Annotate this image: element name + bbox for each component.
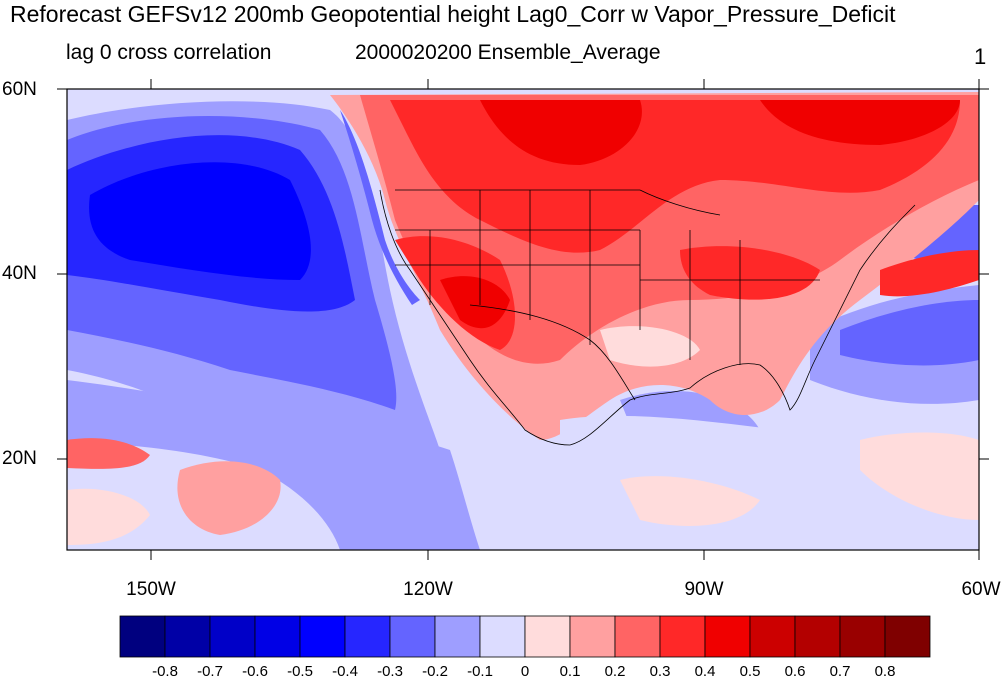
colorbar-box (749, 615, 796, 658)
colorbar-label: 0.2 (604, 663, 626, 680)
lon-label-150w: 150W (126, 579, 176, 600)
colorbar-label: -0.8 (152, 663, 178, 680)
colorbar-label: -0.4 (332, 663, 358, 680)
colorbar-label: 0.6 (784, 663, 806, 680)
colorbar-box (164, 615, 211, 658)
lat-label-60n: 60N (2, 79, 37, 100)
colorbar-box (344, 615, 391, 658)
map-fields (67, 89, 979, 550)
colorbar-box (839, 615, 886, 658)
colorbar-box (389, 615, 436, 658)
colorbar-box (659, 615, 706, 658)
lon-label-120w: 120W (403, 579, 453, 600)
colorbar-label: 0.5 (739, 663, 761, 680)
colorbar-box (884, 615, 931, 658)
colorbar-label: 0.8 (874, 663, 896, 680)
colorbar-label: -0.7 (197, 663, 223, 680)
lon-label-90w: 90W (684, 579, 724, 600)
colorbar-label: -0.2 (422, 663, 448, 680)
colorbar-label: 0.1 (559, 663, 581, 680)
colorbar-box (434, 615, 481, 658)
left-subtitle: lag 0 cross correlation (66, 41, 272, 64)
lon-label-60w: 60W (961, 579, 1001, 600)
colorbar-label: 0.3 (649, 663, 671, 680)
colorbar-box (119, 615, 166, 658)
colorbar-box (299, 615, 346, 658)
colorbar-label: 0.7 (829, 663, 851, 680)
colorbar-label: -0.3 (377, 663, 403, 680)
colorbar-box (254, 615, 301, 658)
colorbar-label: 0 (520, 663, 530, 680)
right-subtitle: 1 (974, 44, 987, 69)
colorbar-label: -0.6 (242, 663, 268, 680)
lat-label-40n: 40N (2, 263, 37, 284)
colorbar (119, 615, 931, 658)
colorbar-label: -0.1 (467, 663, 493, 680)
colorbar-box (704, 615, 751, 658)
colorbar-box (479, 615, 526, 658)
colorbar-box (524, 615, 571, 658)
lat-label-20n: 20N (2, 448, 37, 469)
map-title: Reforecast GEFSv12 200mb Geopotential he… (10, 1, 896, 27)
colorbar-box (569, 615, 616, 658)
colorbar-label: -0.5 (287, 663, 313, 680)
colorbar-box (614, 615, 661, 658)
center-subtitle: 2000020200 Ensemble_Average (355, 41, 661, 64)
colorbar-box (794, 615, 841, 658)
map-frame (66, 88, 980, 551)
colorbar-label: 0.4 (694, 663, 716, 680)
colorbar-box (209, 615, 256, 658)
